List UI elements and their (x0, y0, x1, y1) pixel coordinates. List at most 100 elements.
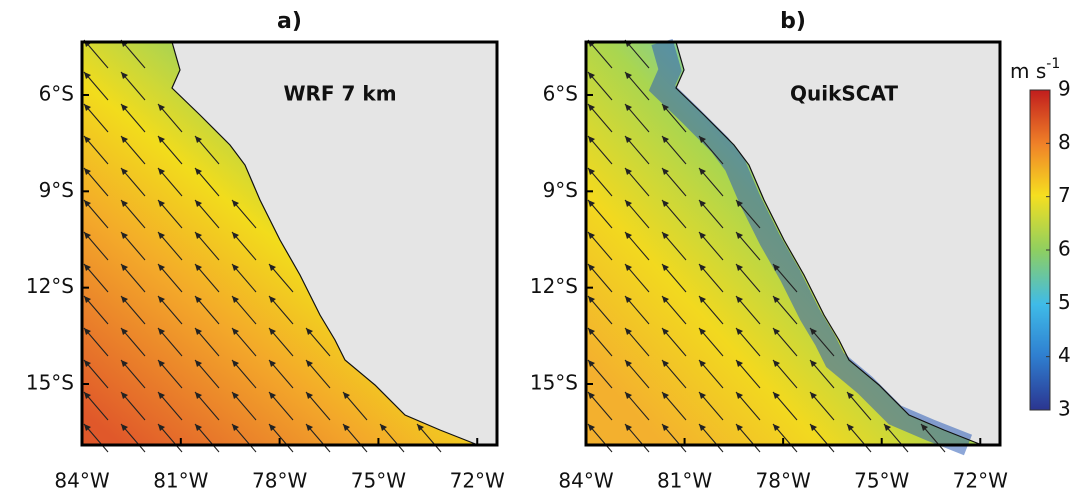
wind-arrow-head (588, 136, 595, 143)
wind-arrow-head (588, 296, 595, 303)
wind-arrow-head (662, 296, 669, 303)
wind-arrow-head (121, 232, 128, 239)
wind-arrow-head (306, 328, 313, 335)
wind-arrow-head (699, 264, 706, 271)
wind-arrow-head (195, 424, 202, 431)
coastline (675, 41, 983, 446)
wind-arrow-head (84, 296, 91, 303)
wind-arrow-head (121, 72, 128, 79)
wind-arrow-head (269, 296, 276, 303)
wind-arrow-head (662, 136, 669, 143)
wind-arrow-head (773, 328, 780, 335)
wind-arrow-head (773, 360, 780, 367)
wind-arrow-head (84, 168, 91, 175)
wind-arrow-head (343, 424, 350, 431)
wind-arrow-head (121, 104, 128, 111)
wind-arrow-head (306, 360, 313, 367)
wind-arrow-head (195, 232, 202, 239)
wind-arrow-head (625, 104, 632, 111)
wind-arrow-head (84, 72, 91, 79)
wind-arrow-head (662, 168, 669, 175)
wind-arrow-head (84, 104, 91, 111)
wind-arrow-head (736, 328, 743, 335)
panel-label: QuikSCAT (790, 82, 898, 106)
wind-arrow-head (195, 136, 202, 143)
wind-arrow-head (158, 424, 165, 431)
colorbar-tick-label: 4 (1058, 343, 1071, 367)
y-tick-label: 15°S (530, 370, 578, 394)
wind-arrow-head (625, 296, 632, 303)
wind-arrow-head (269, 264, 276, 271)
wind-arrow-head (232, 264, 239, 271)
wind-arrow-head (625, 264, 632, 271)
wind-arrow-head (699, 392, 706, 399)
wind-arrow-head (699, 424, 706, 431)
x-tick-label: 81°W (657, 469, 712, 493)
wind-arrow-head (232, 200, 239, 207)
wind-arrow-head (736, 392, 743, 399)
wind-arrow-head (158, 200, 165, 207)
unit-text: m s (1010, 59, 1046, 83)
wind-arrow-head (699, 328, 706, 335)
wind-arrow-head (736, 232, 743, 239)
wind-arrow-head (884, 424, 891, 431)
y-tick-label: 9°S (39, 178, 74, 202)
wind-arrow-head (232, 424, 239, 431)
wind-arrow-head (588, 424, 595, 431)
wind-arrow-head (158, 104, 165, 111)
wind-arrow-head (121, 360, 128, 367)
wind-arrow-head (158, 264, 165, 271)
wind-arrow-head (662, 200, 669, 207)
x-tick-label: 78°W (756, 469, 811, 493)
wind-arrow-head (810, 424, 817, 431)
wind-arrow-head (121, 264, 128, 271)
wind-arrow-head (195, 328, 202, 335)
wind-arrow-head (699, 136, 706, 143)
wind-arrow-head (847, 392, 854, 399)
wind-arrow-head (588, 328, 595, 335)
wind-arrow-head (773, 392, 780, 399)
wind-arrow-head (588, 360, 595, 367)
wind-arrow-head (269, 328, 276, 335)
wind-arrow-head (625, 168, 632, 175)
x-tick-label: 84°W (558, 469, 613, 493)
wind-arrow-head (588, 200, 595, 207)
wind-arrow-head (588, 72, 595, 79)
wind-arrow-head (699, 232, 706, 239)
map-frame (584, 40, 1002, 447)
wind-arrow-head (121, 136, 128, 143)
x-tick-label: 72°W (953, 469, 1008, 493)
wind-arrow-head (84, 264, 91, 271)
wind-arrow-head (158, 296, 165, 303)
wind-arrow-head (269, 424, 276, 431)
wind-arrow-head (121, 296, 128, 303)
wind-arrow-head (588, 264, 595, 271)
map-panel: b) QuikSCAT 84°W 81°W 78°W 75°W 72°W 6°S 9°S 12°S… (530, 9, 1008, 493)
wind-arrow-head (232, 392, 239, 399)
wind-arrow-head (625, 392, 632, 399)
wind-arrow-head (84, 392, 91, 399)
coastline (171, 41, 479, 446)
wind-arrow-head (736, 360, 743, 367)
wind-arrow-head (588, 104, 595, 111)
wind-arrow-head (773, 424, 780, 431)
y-tick-label: 12°S (26, 274, 74, 298)
wind-arrow-head (84, 232, 91, 239)
wind-arrow-head (84, 424, 91, 431)
y-tick-label: 9°S (543, 178, 578, 202)
coastal-band (648, 38, 973, 456)
wind-arrow-head (736, 296, 743, 303)
wind-arrow-head (662, 328, 669, 335)
panel-title: a) (277, 9, 302, 34)
wind-arrow-head (810, 360, 817, 367)
wind-arrow-head (232, 360, 239, 367)
wind-arrow-head (195, 360, 202, 367)
wind-arrow-head (306, 392, 313, 399)
wind-arrow-head (662, 424, 669, 431)
wind-arrow-head (736, 424, 743, 431)
wind-arrow-head (195, 392, 202, 399)
wind-arrow-head (625, 72, 632, 79)
wind-arrow-head (158, 136, 165, 143)
wind-arrow-head (232, 296, 239, 303)
